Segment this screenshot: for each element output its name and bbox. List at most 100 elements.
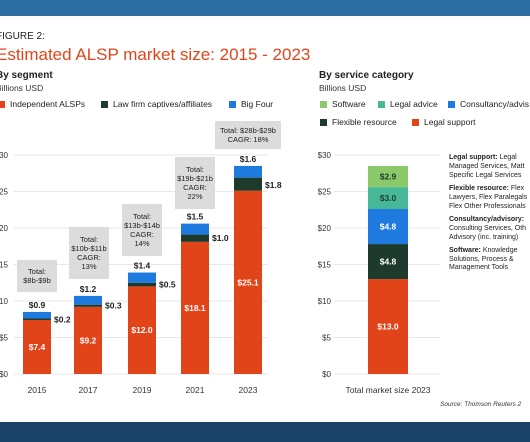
legend-swatch-legal-advice [378,100,385,108]
service-category-notes: Legal support: Legal Managed Services, Ma… [449,154,530,277]
data-label-bigfour: $1.6 [240,154,257,164]
service-y-tick-label: $25 [318,188,332,197]
legend-swatch-consultancy [448,100,455,108]
data-label-bigfour: $1.5 [187,212,204,222]
service-y-tick-label: $15 [318,261,332,270]
total-box [69,227,109,279]
note-flexible-resource: Flexible resource: Flex Lawyers, Flex Par… [449,184,528,210]
service-y-tick-label: $0 [322,370,331,379]
segment-y-tick-label: $30 [0,151,9,160]
total-box-text: 22% [187,192,202,201]
data-label-bigfour: $1.4 [134,261,151,271]
data-label-captives: $0.2 [54,314,71,324]
total-box-text: Total: [186,165,204,174]
legend-flexible: Flexible resource [320,117,397,127]
figure-label: FIGURE 2: [0,31,45,42]
legend-label-captives: Law firm captives/affiliates [113,99,213,109]
total-box [175,157,215,209]
bar-service-flexible-resource [368,244,408,280]
service-y-tick-label: $20 [318,224,332,233]
service-data-label: $4.8 [380,222,397,232]
segment-y-tick-label: $25 [0,188,9,197]
note-legal-support: Legal support: Legal Managed Services, Ma… [449,154,525,179]
segment-chart-subtitle: Billions USD [0,83,44,93]
bar-captives-2017 [74,304,102,307]
bar-captives-2019 [128,282,156,287]
total-box-text: $8b-$9b [23,276,51,285]
service-x-tick-label: Total market size 2023 [345,385,430,395]
data-label-bigfour: $1.2 [80,284,97,294]
data-label-independent: $12.0 [131,325,153,335]
bar-service-legal-support [368,279,408,374]
legend-legal-advice: Legal advice [378,99,438,109]
segment-chart-title: By segment [0,70,53,81]
data-label-independent: $18.1 [184,303,206,313]
total-box-text: Total: [80,235,98,244]
service-y-tick-label: $10 [318,297,332,306]
segment-x-tick-label: 2023 [239,385,258,395]
figure-card: FIGURE 2: Estimated ALSP market size: 20… [0,16,530,422]
total-box-text: $13b-$14b [124,221,160,230]
segment-x-tick-label: 2019 [133,385,152,395]
bar-service-software [368,165,408,188]
segment-x-tick-label: 2021 [186,385,205,395]
bar-bigfour-2023 [234,165,262,178]
total-box-text: Total: [28,267,46,276]
legend-swatch-bigfour [229,100,236,108]
legend-independent: Independent ALSPs [0,99,85,109]
note-software: Software: Knowledge Solutions, Process & M… [449,246,518,272]
service-y-tick-label: $5 [322,334,331,343]
segment-y-tick-label: $15 [0,261,9,270]
segment-x-tick-label: 2017 [79,385,98,395]
legend-label-flexible: Flexible resource [332,117,397,127]
bar-bigfour-2017 [74,295,102,305]
segment-y-tick-label: $5 [0,334,9,343]
data-label-independent: $25.1 [237,277,259,287]
data-label-captives: $0.3 [105,301,122,311]
bar-independent-2021 [181,241,209,374]
total-box-text: 14% [134,239,149,248]
data-label-captives: $0.5 [159,280,176,290]
legend-swatch-captives [101,100,108,108]
total-box-text: CAGR: [77,253,101,262]
source-note: Source: Thomson Reuters 2 [440,401,522,408]
total-box-text: Total: $28b-$29b [220,126,276,135]
bar-bigfour-2015 [23,311,51,319]
bar-captives-2015 [23,318,51,320]
total-box [215,121,281,149]
bar-bigfour-2019 [128,272,156,283]
bar-service-legal-advice [368,187,408,210]
data-label-independent: $9.2 [80,335,97,345]
total-box [17,260,57,292]
total-box-text: Total: [133,212,151,221]
total-box-text: CAGR: [183,183,207,192]
bottom-band [0,422,530,442]
segment-y-tick-label: $20 [0,224,9,233]
legend-consultancy: Consultancy/advis [448,99,529,109]
data-label-bigfour: $0.9 [29,300,46,310]
total-box-text: $19b-$21b [177,174,213,183]
legend-swatch-legal-support [412,118,419,126]
legend-label-legal-support: Legal support [424,117,476,127]
bar-captives-2023 [234,177,262,191]
bar-independent-2023 [234,190,262,374]
note-consultancy: Consultancy/advisory: Consulting Service… [449,215,527,241]
service-chart-subtitle: Billions USD [319,83,367,93]
service-data-label: $3.0 [380,193,397,203]
total-box-text: CAGR: [130,230,154,239]
service-data-label: $4.8 [380,257,397,267]
legend-label-software: Software [332,99,366,109]
total-box-text: 13% [81,262,96,271]
legend-bigfour: Big Four [229,99,273,109]
service-y-tick-label: $30 [318,151,332,160]
legend-label-bigfour: Big Four [241,99,274,109]
service-data-label: $2.9 [380,172,397,182]
legend-label-independent: Independent ALSPs [10,99,86,109]
figure-title: Estimated ALSP market size: 2015 - 2023 [0,45,311,64]
data-label-independent: $7.4 [29,342,46,352]
bar-independent-2015 [23,319,51,374]
bar-independent-2019 [128,286,156,374]
total-box [122,204,162,256]
service-data-label: $13.0 [377,322,399,332]
data-label-captives: $1.8 [265,180,282,190]
